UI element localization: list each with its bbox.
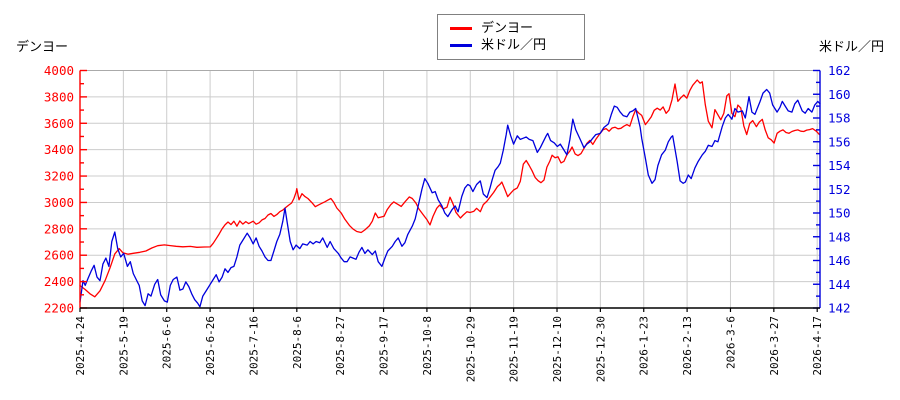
left-axis-tick-label: 4000 [44, 63, 74, 78]
right-axis-tick-label: 150 [828, 206, 851, 221]
legend-label-denyo: デンヨー [481, 21, 534, 36]
right-axis-tick-label: 146 [828, 253, 851, 268]
x-axis-date-label: 2025-11-19 [508, 316, 521, 382]
right-axis-tick-label: 144 [828, 277, 851, 292]
right-axis-tick-label: 156 [828, 134, 851, 149]
plot-gridlines [80, 70, 820, 308]
x-axis-date-label: 2026-1-23 [638, 316, 651, 376]
right-axis-tick-label: 154 [828, 158, 851, 173]
left-axis-tick-label: 3600 [44, 116, 74, 131]
denyo-series-line [79, 79, 820, 298]
left-axis: 2200 2400 2600 2800 3000 3200 3400 3600 3800 4000 [44, 63, 87, 316]
x-axis-date-label: 2025-12-30 [594, 316, 607, 382]
denyo-line-swatch [450, 27, 472, 30]
x-axis-date-label: 2025-5-19 [117, 316, 130, 376]
x-axis-date-label: 2025-7-16 [247, 316, 260, 376]
right-axis-tick-label: 160 [828, 87, 851, 102]
usdjpy-line-swatch [450, 44, 472, 47]
x-axis-date-label: 2026-2-13 [681, 316, 694, 376]
left-axis-tick-label: 2400 [44, 274, 74, 289]
right-axis-tick-label: 148 [828, 229, 851, 244]
x-axis-date-label: 2025-8-6 [291, 316, 304, 369]
x-axis-date-label: 2025-10-8 [421, 316, 434, 376]
legend-item-usdjpy: 米ドル／円 [450, 37, 574, 54]
left-axis-tick-label: 2600 [44, 248, 74, 263]
x-axis-date-label: 2025-6-26 [204, 316, 217, 376]
x-axis-date-label: 2025-9-17 [378, 316, 391, 376]
left-axis-tick-label: 3400 [44, 142, 74, 157]
left-axis-tick-label: 2800 [44, 221, 74, 236]
x-axis-date-label: 2026-4-17 [811, 316, 824, 376]
left-axis-title: デンヨー [16, 40, 69, 55]
bottom-axis: 2025-4-24 2025-5-19 2025-6-6 2025-6-26 2025-… [74, 307, 824, 382]
x-axis-date-label: 2026-3-27 [768, 316, 781, 376]
right-axis-tick-label: 142 [828, 301, 851, 316]
x-axis-date-label: 2025-6-6 [161, 316, 174, 369]
left-axis-tick-label: 3800 [44, 89, 74, 104]
right-axis: 142 144 146 148 150 152 154 156 158 160 162 [813, 63, 851, 316]
x-axis-date-label: 2025-12-10 [551, 316, 564, 382]
usdjpy-series-line [79, 88, 821, 308]
x-axis-date-label: 2025-10-29 [464, 316, 477, 382]
right-axis-tick-label: 162 [828, 63, 851, 78]
x-axis-date-label: 2026-3-6 [724, 316, 737, 369]
legend: デンヨー 米ドル／円 [437, 14, 585, 60]
x-axis-date-label: 2025-8-27 [334, 316, 347, 376]
left-axis-tick-label: 2200 [44, 301, 74, 316]
left-axis-tick-label: 3200 [44, 169, 74, 184]
legend-label-usdjpy: 米ドル／円 [481, 38, 547, 53]
legend-item-denyo: デンヨー [450, 20, 574, 37]
right-axis-tick-label: 158 [828, 111, 851, 126]
right-axis-tick-label: 152 [828, 182, 851, 197]
right-axis-title: 米ドル／円 [818, 40, 884, 55]
x-axis-date-label: 2025-4-24 [74, 316, 87, 376]
left-axis-tick-label: 3000 [44, 195, 74, 210]
